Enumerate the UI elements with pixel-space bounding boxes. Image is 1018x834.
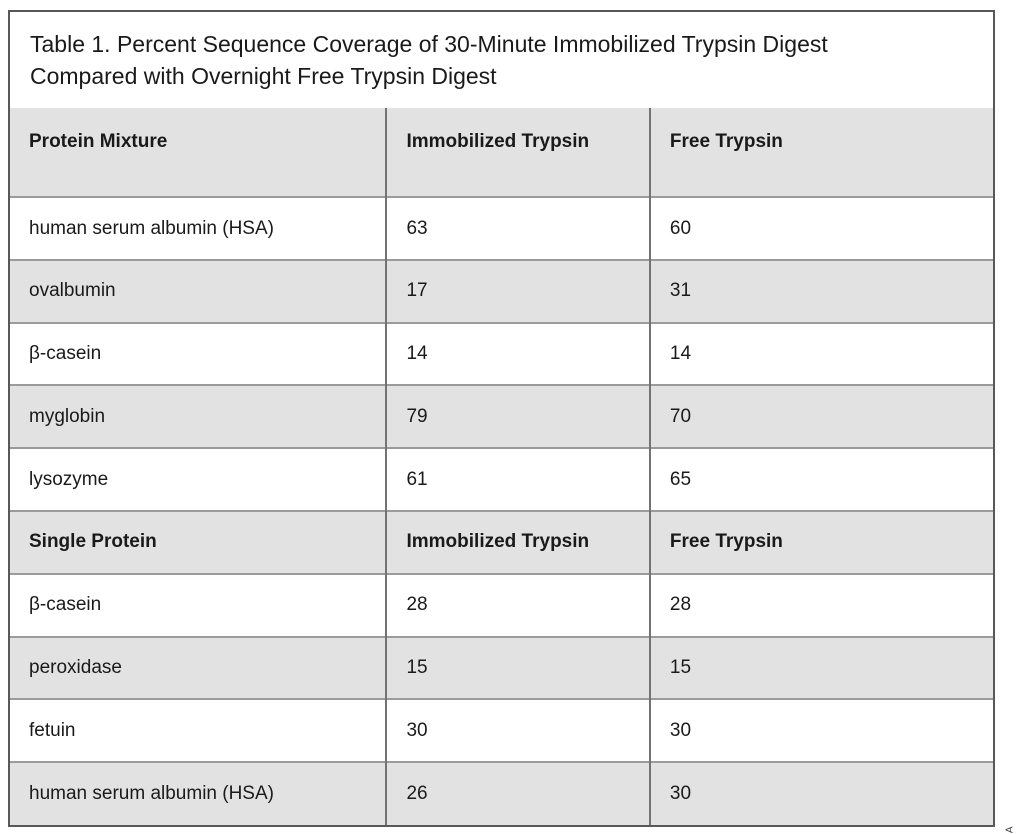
table-row: ovalbumin 17 31: [10, 258, 993, 323]
table-row: peroxidase 15 15: [10, 635, 993, 700]
immobilized-value-cell: 15: [385, 635, 650, 700]
free-value-cell: 30: [648, 698, 993, 763]
column-header-immobilized-trypsin: Immobilized Trypsin: [385, 510, 650, 574]
free-value-cell: 65: [648, 447, 993, 512]
table-row: human serum albumin (HSA) 26 30: [10, 761, 993, 825]
header-row-protein-mixture: Protein Mixture Immobilized Trypsin Free…: [10, 108, 993, 198]
column-header-free-trypsin: Free Trypsin: [648, 510, 993, 574]
column-header-single-protein: Single Protein: [10, 510, 387, 574]
protein-cell: human serum albumin (HSA): [10, 761, 387, 825]
free-value-cell: 31: [648, 258, 993, 323]
free-value-cell: 15: [648, 635, 993, 700]
coverage-table: Protein Mixture Immobilized Trypsin Free…: [10, 108, 993, 825]
protein-cell: myglobin: [10, 384, 387, 449]
protein-cell: β-casein: [10, 572, 387, 637]
table-row: fetuin 30 30: [10, 698, 993, 763]
column-header-protein-mixture: Protein Mixture: [10, 108, 387, 198]
immobilized-value-cell: 26: [385, 761, 650, 825]
table-row: β-casein 14 14: [10, 321, 993, 386]
immobilized-value-cell: 17: [385, 258, 650, 323]
table-frame: Table 1. Percent Sequence Coverage of 30…: [8, 10, 995, 827]
free-value-cell: 70: [648, 384, 993, 449]
immobilized-value-cell: 61: [385, 447, 650, 512]
table-title-line-1: Table 1. Percent Sequence Coverage of 30…: [30, 31, 828, 57]
protein-cell: β-casein: [10, 321, 387, 386]
column-header-free-trypsin: Free Trypsin: [648, 108, 993, 198]
immobilized-value-cell: 14: [385, 321, 650, 386]
protein-cell: lysozyme: [10, 447, 387, 512]
protein-cell: human serum albumin (HSA): [10, 196, 387, 260]
table-row: human serum albumin (HSA) 63 60: [10, 196, 993, 260]
immobilized-value-cell: 63: [385, 196, 650, 260]
immobilized-value-cell: 79: [385, 384, 650, 449]
immobilized-value-cell: 30: [385, 698, 650, 763]
figure-number-label: 9182LA: [1004, 826, 1015, 834]
immobilized-value-cell: 28: [385, 572, 650, 637]
table-row: lysozyme 61 65: [10, 447, 993, 512]
table-row: myglobin 79 70: [10, 384, 993, 449]
free-value-cell: 30: [648, 761, 993, 825]
column-header-immobilized-trypsin: Immobilized Trypsin: [385, 108, 650, 198]
table-title-line-2: Compared with Overnight Free Trypsin Dig…: [30, 63, 497, 89]
free-value-cell: 60: [648, 196, 993, 260]
table-title: Table 1. Percent Sequence Coverage of 30…: [10, 12, 993, 108]
table-row: β-casein 28 28: [10, 572, 993, 637]
free-value-cell: 28: [648, 572, 993, 637]
protein-cell: fetuin: [10, 698, 387, 763]
free-value-cell: 14: [648, 321, 993, 386]
protein-cell: peroxidase: [10, 635, 387, 700]
header-row-single-protein: Single Protein Immobilized Trypsin Free …: [10, 510, 993, 574]
protein-cell: ovalbumin: [10, 258, 387, 323]
